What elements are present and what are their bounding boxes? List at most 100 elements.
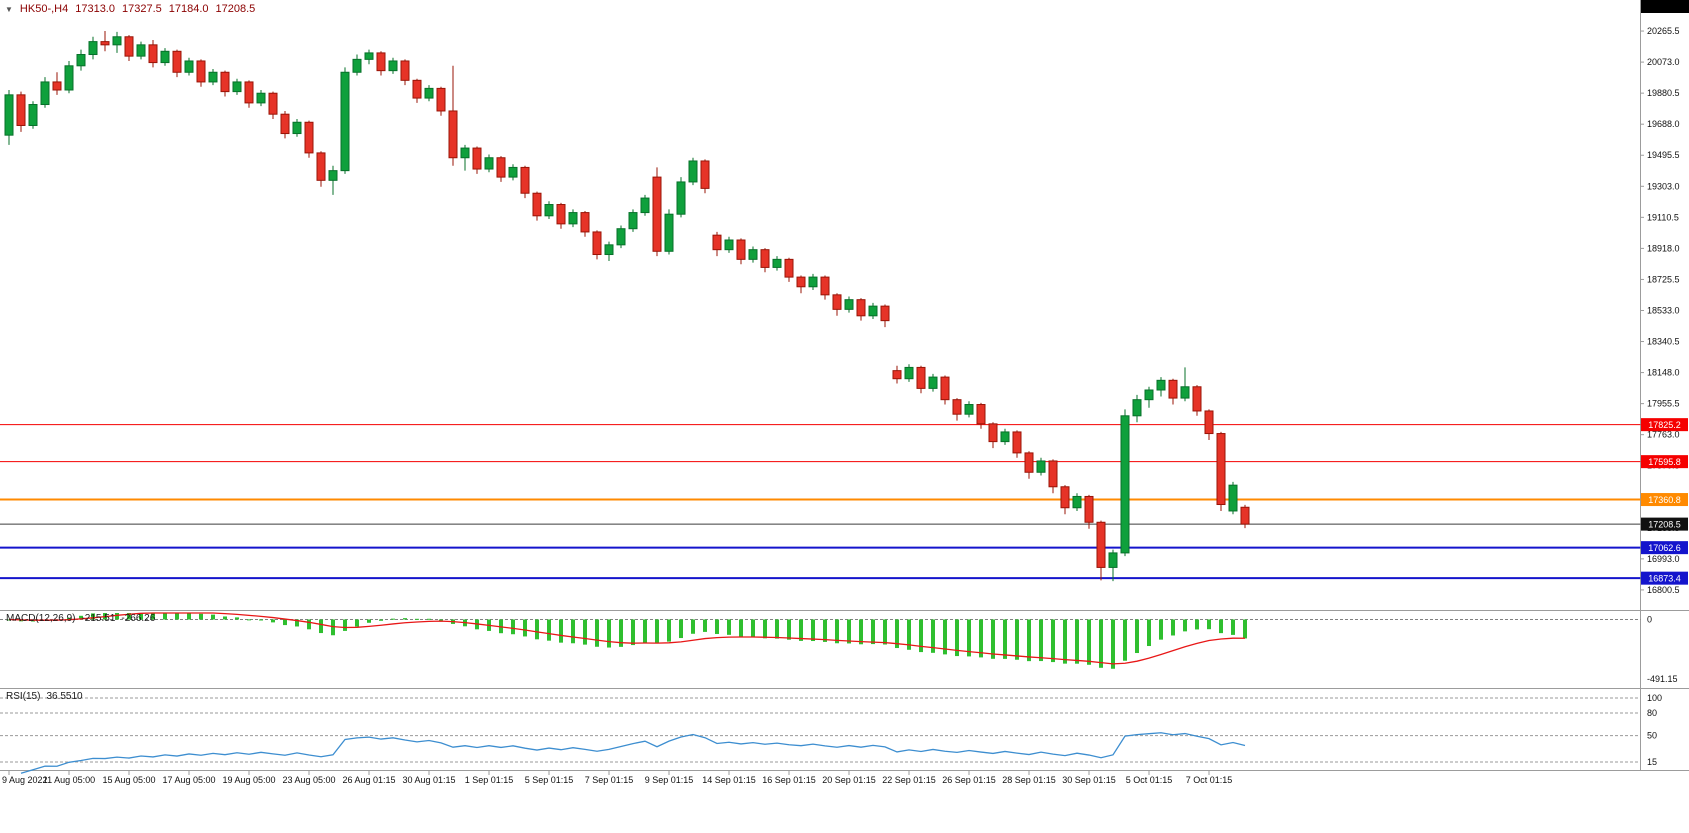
macd-bar [667,619,671,642]
macd-label: MACD(12,26,9) [6,613,76,624]
candle-down [1168,379,1178,399]
macd-bar [619,619,623,647]
candle-down [712,234,722,251]
level-lines[interactable] [0,424,1641,580]
macd-main-value: -215.51 [81,613,116,624]
candle-down [856,299,866,317]
rsi-value: 36.5510 [46,691,83,702]
candle-up [604,244,614,256]
time-tick-label: 5 Sep 01:15 [525,775,574,785]
price-level-labels: 17825.2 17595.8 17360.8 17208.5 17062.6 16873… [1641,418,1688,585]
symbol-timeframe-label: HK50-,H4 [19,3,69,15]
candle-up [928,376,938,389]
macd-panel: 0 -491.15 [0,612,1678,684]
macd-bar [883,619,887,645]
candle-up [256,92,266,104]
macd-bar [739,619,743,637]
level-price-box [1641,418,1688,432]
candle-up [808,276,818,288]
macd-bar [763,619,767,639]
macd-bar [367,619,371,623]
candle-down [652,176,662,252]
candle-down [1060,486,1070,509]
candle-up [76,54,86,67]
candle-down [436,87,446,112]
macd-bar [415,618,419,620]
macd-bar [1159,619,1163,640]
macd-bar [1123,619,1127,661]
level-price-text: 16873.4 [1648,574,1681,584]
price-axis[interactable]: 20265.5 20073.0 19880.5 19688.0 19495.5 19303… [1640,26,1680,595]
time-tick-label: 22 Sep 01:15 [882,775,936,785]
rsi-axis-label: 80 [1647,708,1657,718]
candle-up [772,258,782,268]
level-price-text: 17208.5 [1648,520,1681,530]
expand-arrow-icon[interactable]: ▼ [5,4,13,14]
price-tick-label: 19688.0 [1647,119,1680,129]
level-price-box [1641,571,1688,585]
macd-bar [1003,619,1007,659]
candle-down [916,366,926,389]
candle-down [940,376,950,401]
candle-down [520,166,530,194]
candle-down [280,113,290,135]
candle-up [688,160,698,183]
macd-signal-line [8,612,1246,665]
macd-bar [991,619,995,659]
macd-bar [91,613,95,620]
macd-bar [727,619,731,635]
macd-bar [955,619,959,657]
macd-bar [115,613,119,620]
candle-up [460,147,470,159]
level-price-box [1641,517,1688,531]
candle-up [64,65,74,91]
candle-up [1180,386,1190,399]
ohlc-low-value: 17184.0 [168,3,209,15]
macd-bar [979,619,983,658]
candle-down [1192,386,1202,412]
candle-down [1048,460,1058,488]
candle-down [124,36,134,57]
macd-bar [907,619,911,650]
candle-up [40,81,50,106]
macd-bar [331,619,335,636]
candle-down [556,204,566,225]
candle-up [28,104,38,126]
chart-ohlc-header: ▼ HK50-,H4 17313.0 17327.5 17184.0 17208… [5,3,255,15]
price-tick-label: 19110.5 [1647,212,1679,222]
macd-bar [1015,619,1019,660]
time-tick-label: 17 Aug 05:00 [162,775,215,785]
candle-up [484,157,494,170]
candle-down [1084,495,1094,523]
price-tick-label: 16993.0 [1647,554,1680,564]
candle-down [976,404,986,425]
macd-bar [427,618,431,620]
time-tick-label: 26 Sep 01:15 [942,775,996,785]
candle-down [220,71,230,93]
macd-bar [715,619,719,634]
macd-bar [1027,619,1031,662]
candle-down [412,79,422,99]
macd-bar [151,613,155,620]
macd-bar [1135,619,1139,654]
macd-bar [295,619,299,627]
price-tick-label: 18725.5 [1647,274,1680,284]
macd-bar [79,615,83,620]
candle-down [784,258,794,278]
ohlc-close-value: 17208.5 [215,3,256,15]
candle-down [580,212,590,233]
candle-up [676,181,686,215]
rsi-axis-label: 50 [1647,731,1657,741]
rsi-line [20,732,1246,774]
macd-bar [823,619,827,642]
macd-bar [319,619,323,634]
macd-bar [967,619,971,657]
candle-up [352,58,362,73]
macd-bar [127,613,131,620]
candle-down [532,192,542,217]
macd-bar [1147,619,1151,647]
macd-bar [355,619,359,627]
time-tick-label: 19 Aug 05:00 [222,775,275,785]
